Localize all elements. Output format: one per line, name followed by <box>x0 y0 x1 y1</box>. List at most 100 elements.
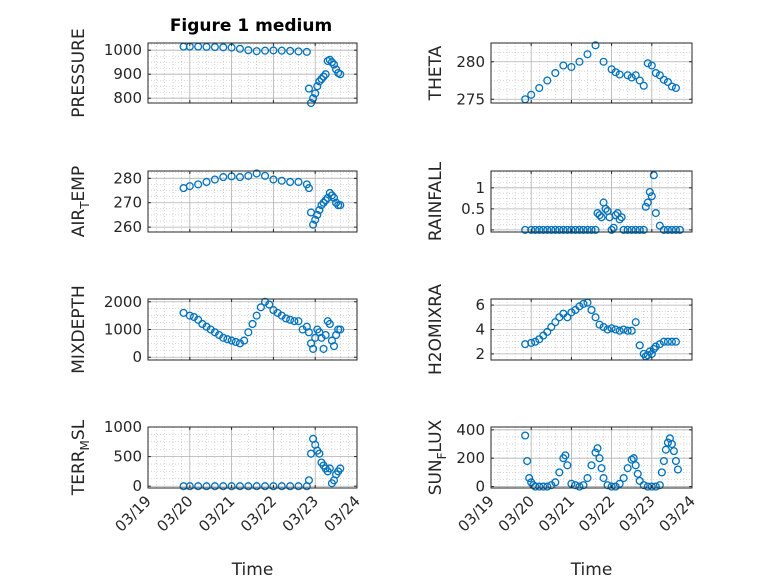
data-point <box>551 318 560 327</box>
y-tick-label: 900 <box>113 65 142 83</box>
data-point <box>603 325 612 334</box>
data-point <box>527 225 536 234</box>
data-point <box>185 482 194 491</box>
subplot-mixdepth: 0 1000 2000 MIXDEPTH <box>69 285 358 374</box>
y-tick-label: 1 <box>475 179 485 197</box>
data-point <box>615 215 624 224</box>
data-point <box>631 225 640 234</box>
data-point <box>601 204 610 213</box>
data-point <box>663 225 672 234</box>
data-point <box>651 209 660 218</box>
data-point <box>671 337 680 346</box>
data-point <box>659 456 668 466</box>
data-point <box>219 333 228 342</box>
data-point <box>543 225 552 234</box>
y-tick-label: 280 <box>113 169 142 187</box>
data-point <box>202 177 211 187</box>
data-point <box>619 474 628 483</box>
data-point <box>623 71 632 80</box>
y-tick-label: 0 <box>132 348 142 366</box>
data-point <box>325 55 334 64</box>
data-point <box>531 482 540 491</box>
data-point <box>609 223 618 232</box>
data-point <box>252 47 261 56</box>
data-point <box>651 482 660 491</box>
x-axis-label: Time <box>570 560 613 580</box>
data-point <box>673 465 682 474</box>
data-point <box>277 482 286 491</box>
data-point <box>309 220 318 229</box>
y-tick-label: 275 <box>456 90 485 108</box>
data-point <box>551 478 560 487</box>
y-axis-label: AIRTEMP <box>69 166 92 237</box>
data-point <box>667 82 676 91</box>
data-point <box>313 210 322 219</box>
axes-box <box>147 42 358 104</box>
data-point <box>219 43 228 52</box>
data-point <box>627 326 636 335</box>
data-point <box>641 202 650 211</box>
data-point <box>269 46 278 55</box>
y-tick-label: 0 <box>132 477 142 495</box>
data-point <box>531 337 540 346</box>
data-point <box>277 46 286 55</box>
data-point <box>336 201 345 210</box>
data-point <box>607 324 616 333</box>
data-point <box>321 330 330 340</box>
data-point <box>623 326 632 335</box>
data-point <box>306 449 316 458</box>
y-tick-label: 2 <box>475 345 485 363</box>
data-point <box>327 58 336 67</box>
data-point <box>319 344 328 353</box>
y-axis-label: THETA <box>426 45 446 101</box>
data-point <box>202 482 211 491</box>
data-point <box>260 171 270 180</box>
data-point <box>615 479 624 488</box>
data-point <box>227 482 236 491</box>
data-point <box>304 184 313 193</box>
data-point <box>563 461 572 470</box>
data-point <box>286 46 295 55</box>
data-point <box>290 317 299 326</box>
data-point <box>615 70 624 79</box>
data-point <box>240 336 249 345</box>
data-point <box>543 327 552 336</box>
data-point <box>631 318 640 327</box>
data-point <box>332 198 341 207</box>
data-point <box>252 169 261 178</box>
y-tick-label: 2000 <box>104 293 142 311</box>
data-point <box>617 213 626 222</box>
data-point <box>643 59 652 68</box>
data-point <box>627 455 636 464</box>
data-point <box>643 482 652 491</box>
data-point <box>304 328 313 337</box>
data-point <box>336 325 345 334</box>
data-point <box>649 344 658 354</box>
data-point <box>547 225 556 234</box>
data-point <box>575 57 584 66</box>
data-point <box>599 57 608 66</box>
data-point <box>294 317 303 326</box>
data-point <box>591 313 600 322</box>
data-point <box>555 225 564 234</box>
data-point <box>294 47 303 56</box>
y-tick-label: 200 <box>456 449 485 467</box>
data-point <box>631 71 640 80</box>
data-point <box>269 482 278 491</box>
data-point <box>597 464 606 473</box>
data-point <box>194 482 203 491</box>
subplot-air-temp: 260 270 280 AIRTEMP <box>69 166 358 237</box>
data-point <box>599 474 608 483</box>
axes-box <box>147 170 358 233</box>
data-point <box>639 225 648 234</box>
data-point <box>623 464 632 473</box>
y-tick-label: 1000 <box>104 321 142 339</box>
data-point <box>315 77 324 86</box>
data-point <box>647 61 656 70</box>
data-point <box>603 481 612 490</box>
data-point <box>627 73 636 82</box>
data-point <box>597 213 606 222</box>
data-point <box>607 225 616 234</box>
data-point <box>561 451 570 460</box>
data-point <box>535 225 544 234</box>
